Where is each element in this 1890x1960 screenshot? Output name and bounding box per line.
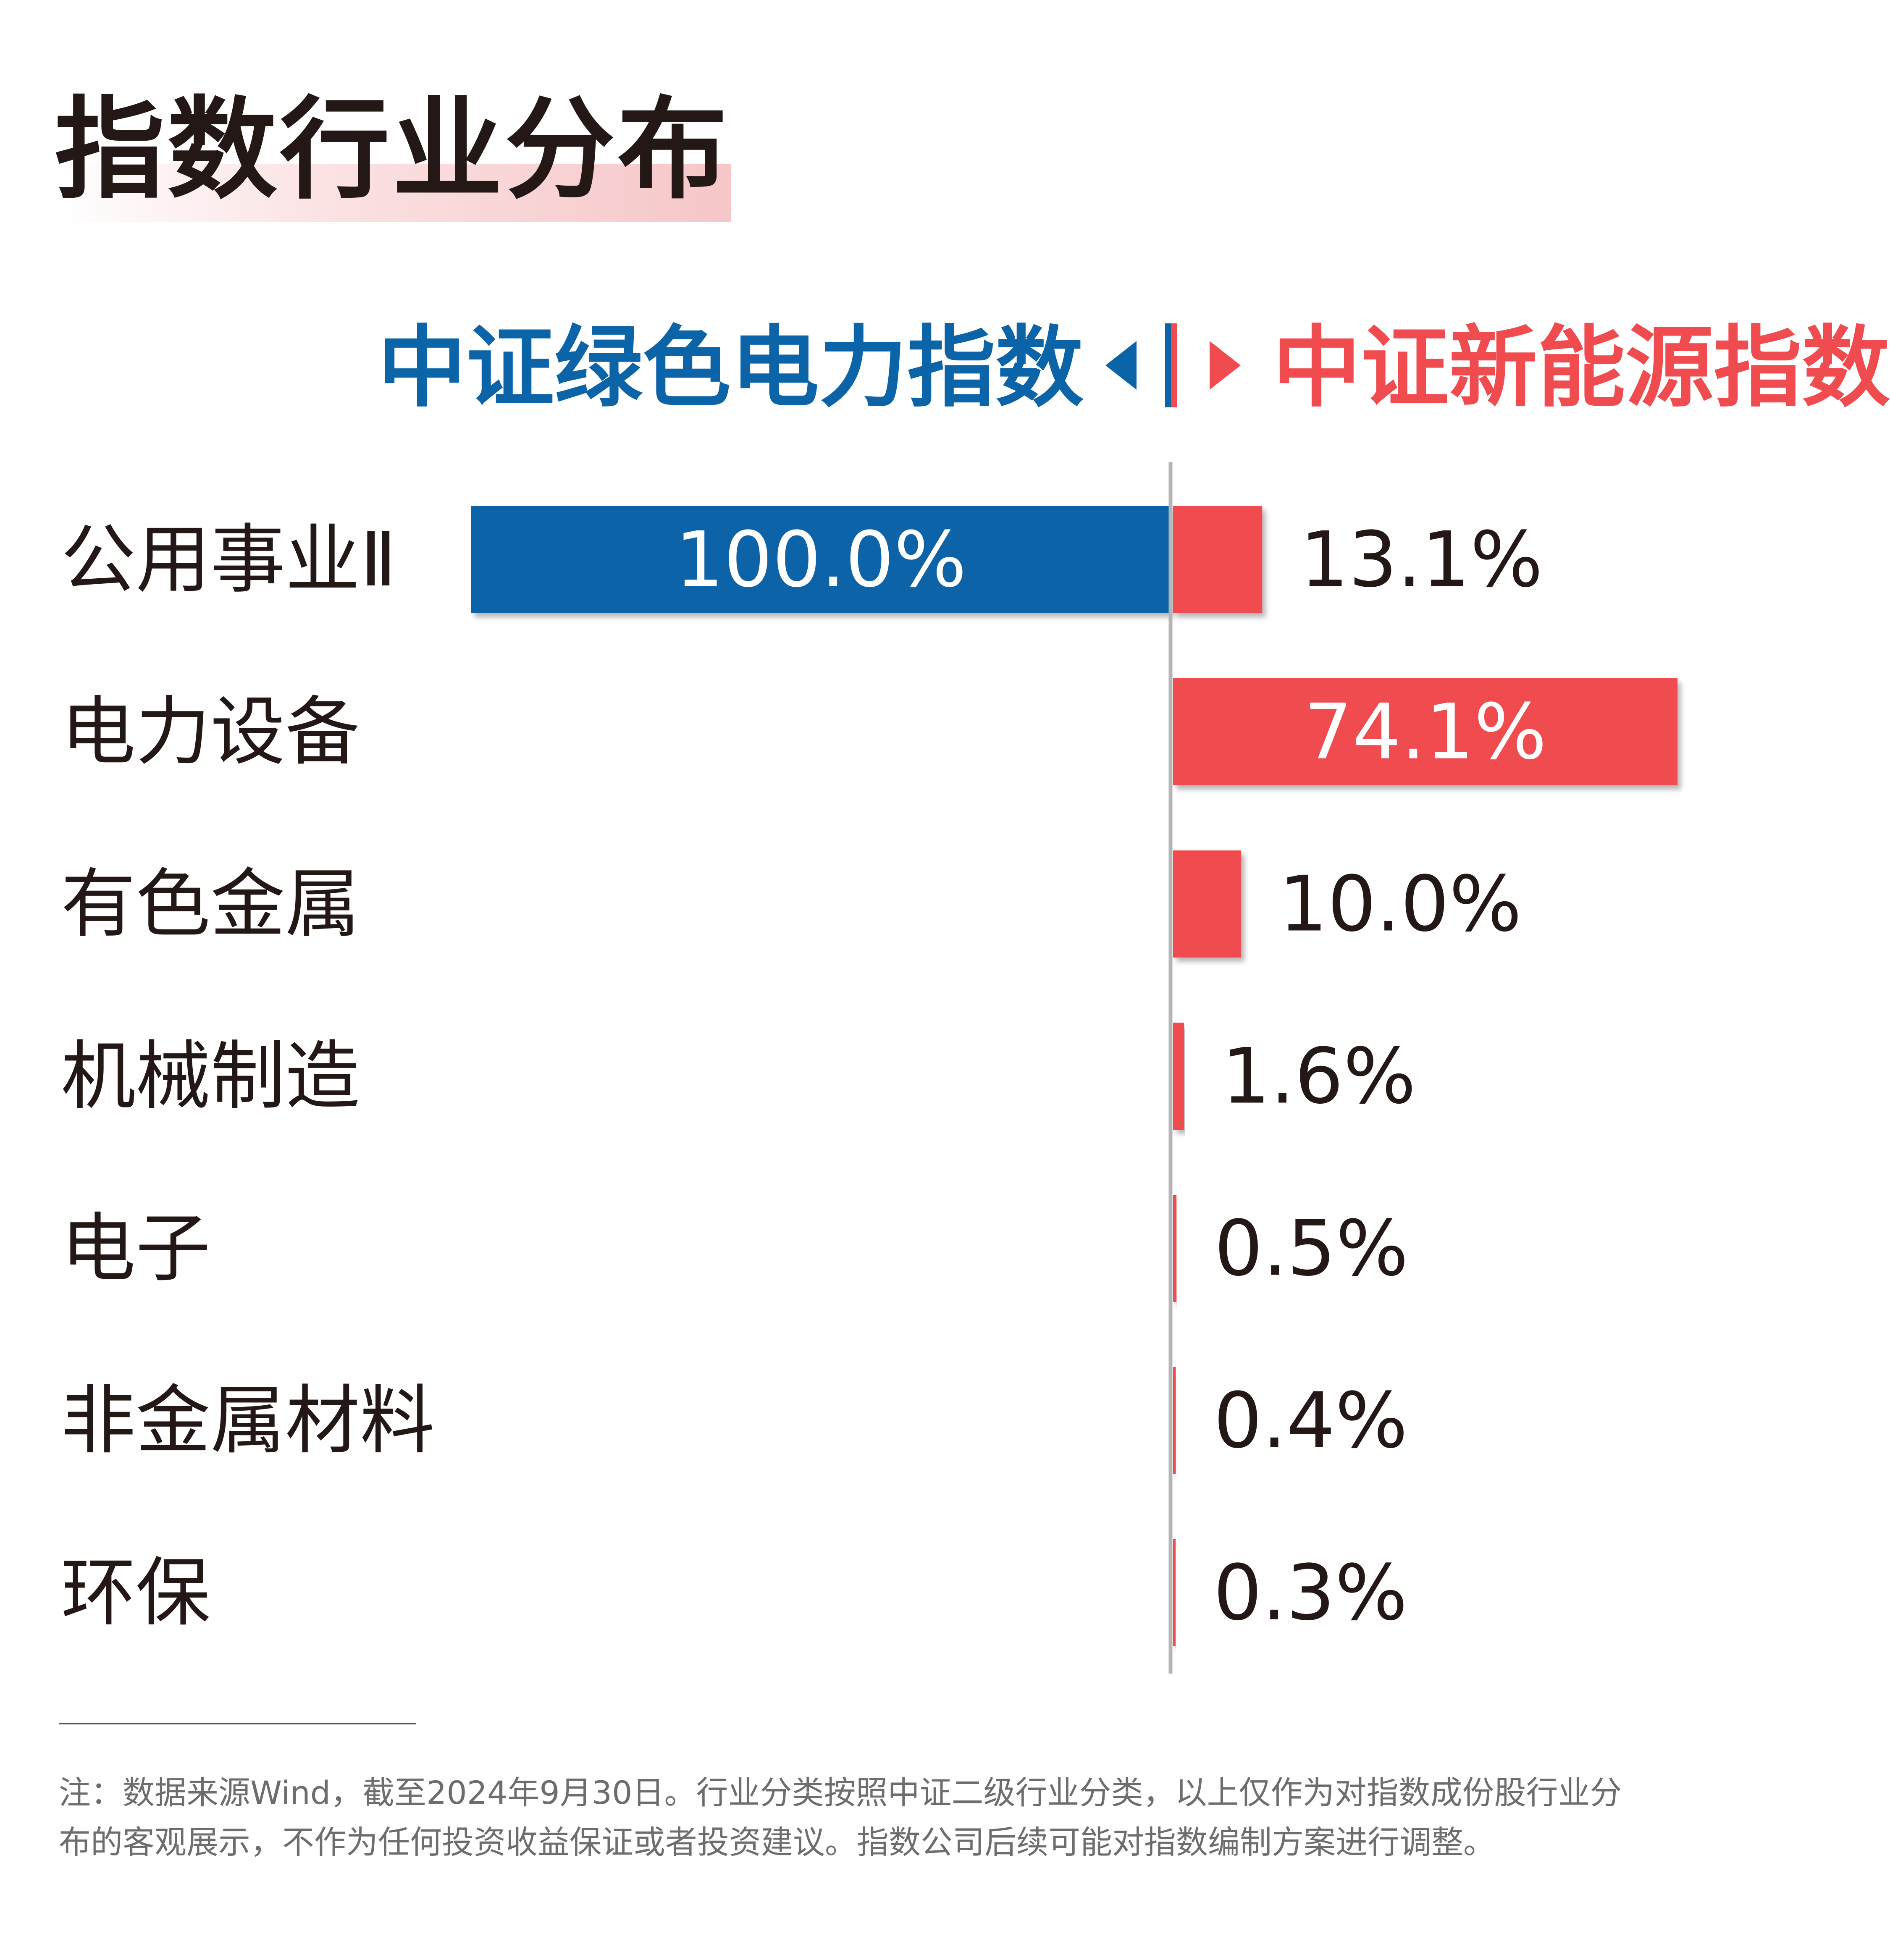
bar-right-value-label: 74.1%: [1304, 687, 1546, 777]
bar-right-value-label: 0.4%: [1213, 1376, 1407, 1465]
legend-markers: [1105, 323, 1241, 407]
footnote-divider: [59, 1723, 416, 1724]
legend-divider-left: [1165, 323, 1171, 407]
bar-right: [1173, 1195, 1177, 1302]
legend-left-arrow-icon: [1105, 341, 1137, 390]
category-label: 机械制造: [61, 1033, 360, 1120]
bar-left-value-label: 100.0%: [675, 515, 967, 604]
title-underline: [55, 164, 731, 222]
chart-labels: 100.0% 13.1% 74.1% 10.0% 1.6% 0.5% 0.4% 0.3%: [675, 515, 1547, 1637]
bar-right: [1173, 1367, 1176, 1474]
category-label: 电力设备: [61, 688, 360, 775]
legend-right-label: 中证新能源指数: [1273, 316, 1890, 419]
chart-bars: [471, 506, 1678, 1646]
bar-right: [1173, 506, 1263, 613]
bar-left: [471, 506, 1171, 613]
bar-right-value-label: 10.0%: [1279, 860, 1522, 949]
bar-right-value-label: 1.6%: [1222, 1032, 1416, 1121]
footnote-line-1: 注：数据来源Wind，截至2024年9月30日。行业分类按照中证二级行业分类，以…: [59, 1774, 1622, 1811]
bar-right-value-label: 0.5%: [1214, 1204, 1408, 1293]
bar-right-value-label: 13.1%: [1300, 515, 1543, 604]
footnote-line-2: 布的客观展示，不作为任何投资收益保证或者投资建议。指数公司后续可能对指数编制方案…: [59, 1824, 1495, 1861]
bar-right: [1173, 678, 1678, 785]
page-title: 指数行业分布: [55, 86, 730, 214]
legend-right-arrow-icon: [1210, 341, 1241, 390]
title-block: 指数行业分布: [55, 84, 735, 231]
category-label: 环保: [61, 1549, 210, 1636]
category-label: 非金属材料: [61, 1377, 435, 1464]
legend-divider-right: [1171, 323, 1177, 407]
footnote: 注：数据来源Wind，截至2024年9月30日。行业分类按照中证二级行业分类，以…: [59, 1768, 1865, 1867]
bar-right: [1173, 1539, 1176, 1646]
bar-right: [1173, 1023, 1184, 1130]
bar-right-value-label: 0.3%: [1213, 1548, 1407, 1637]
legend-header: 中证绿色电力指数 中证新能源指数: [0, 307, 1890, 419]
bar-right: [1173, 850, 1242, 958]
category-label: 电子: [61, 1205, 210, 1292]
category-label: 公用事业Ⅱ: [61, 516, 397, 603]
category-label: 有色金属: [61, 861, 360, 947]
legend-left-label: 中证绿色电力指数: [378, 316, 1084, 419]
